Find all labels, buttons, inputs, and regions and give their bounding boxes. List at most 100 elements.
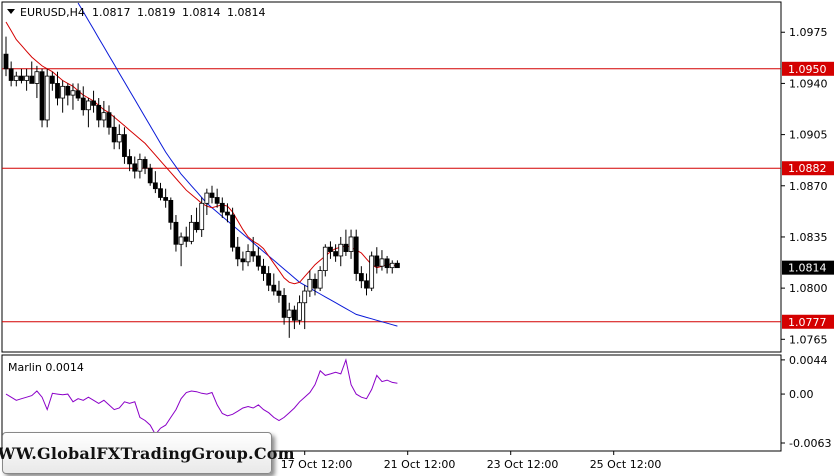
candle: [152, 171, 158, 194]
candle: [183, 226, 189, 248]
candle: [343, 229, 349, 256]
candle: [91, 90, 96, 113]
candle: [29, 61, 35, 84]
candle: [106, 105, 112, 135]
candle: [122, 127, 127, 164]
candle: [188, 215, 194, 245]
candle: [235, 236, 241, 267]
price-pane-frame: [1, 1, 782, 353]
candle: [86, 98, 91, 128]
candle: [194, 207, 199, 233]
time-tick-label: 17 Oct 12:00: [281, 458, 353, 471]
candle: [75, 83, 81, 101]
candle: [96, 98, 102, 128]
price-tick-label: 1.0905: [789, 129, 828, 142]
price-tick-label: 1.0800: [789, 282, 828, 295]
candle: [276, 280, 282, 303]
candle: [147, 163, 153, 186]
price-tick-label: 1.0975: [789, 26, 828, 39]
price-axis: 1.0975 1.0940 1.0905 1.0870 1.0835 1.0800 1.07…: [781, 26, 828, 346]
osc-tick-label: 0.0044: [789, 354, 828, 367]
candle: [291, 305, 297, 330]
candle: [261, 258, 266, 281]
watermark-text: WWW.GlobalFXTradingGroup.Com: [0, 443, 295, 463]
candle: [137, 153, 143, 179]
ma-slow-line: [77, 2, 398, 327]
svg-text:1.0777: 1.0777: [788, 316, 827, 329]
level-price-tag: 1.0777: [782, 314, 834, 329]
svg-text:1.0814: 1.0814: [788, 262, 827, 275]
candle: [158, 182, 163, 201]
candle: [379, 250, 385, 271]
candle: [271, 273, 277, 296]
ohlc-close: 1.0814: [227, 6, 266, 19]
collapse-triangle-icon[interactable]: [7, 9, 15, 14]
candle: [132, 156, 138, 179]
ohlc-low: 1.0814: [182, 6, 221, 19]
candle: [353, 229, 359, 281]
candle: [55, 71, 60, 106]
candle: [173, 215, 179, 252]
candle: [219, 197, 225, 218]
candle: [34, 65, 40, 99]
price-tick-label: 1.0940: [789, 77, 828, 90]
candle: [384, 255, 390, 274]
candle: [44, 68, 50, 128]
ohlc-open: 1.0817: [92, 6, 131, 19]
candle: [80, 86, 86, 116]
candle: [163, 188, 169, 208]
candle: [250, 236, 256, 262]
price-tick-label: 1.0835: [789, 231, 828, 244]
candle: [127, 149, 132, 172]
candle: [8, 61, 14, 87]
candle: [111, 115, 117, 150]
level-price-tag: 1.0882: [782, 161, 834, 176]
candle: [348, 229, 354, 259]
candle: [317, 266, 323, 292]
candle: [178, 232, 184, 267]
candle: [240, 251, 246, 271]
candle: [214, 188, 220, 208]
candle: [302, 285, 308, 330]
candle: [394, 260, 400, 269]
candlesticks: [3, 36, 400, 338]
marlin-line: [5, 358, 398, 436]
symbol-label: EURUSD,H4: [20, 6, 85, 19]
candle: [101, 100, 107, 128]
ohlc-high: 1.0819: [137, 6, 176, 19]
candle: [230, 207, 236, 252]
candle: [49, 71, 55, 91]
time-axis: 17 Oct 12:00 21 Oct 12:00 23 Oct 12:00 25 O…: [281, 451, 662, 471]
svg-text:1.0950: 1.0950: [788, 63, 827, 76]
time-tick-label: 25 Oct 12:00: [590, 458, 662, 471]
marlin-oscillator-line: [5, 358, 398, 436]
osc-tick-label: -0.0063: [789, 437, 831, 450]
price-tick-label: 1.0870: [789, 180, 828, 193]
candle: [19, 68, 24, 84]
candle: [24, 68, 30, 91]
time-tick-label: 23 Oct 12:00: [487, 458, 559, 471]
candle: [70, 83, 76, 110]
current-price-tag: 1.0814: [782, 260, 834, 275]
candle: [281, 288, 287, 325]
candle: [338, 236, 344, 267]
candle: [286, 302, 292, 338]
candle: [297, 295, 302, 325]
candle: [307, 270, 313, 297]
candle: [364, 273, 369, 296]
candle: [3, 36, 9, 77]
candle: [65, 83, 71, 106]
candle: [369, 251, 375, 292]
candle: [60, 80, 66, 113]
candle: [266, 266, 272, 292]
candle: [322, 244, 328, 277]
candle: [333, 244, 339, 262]
price-levels: [2, 68, 781, 323]
candle: [255, 247, 261, 271]
svg-text:1.0882: 1.0882: [788, 162, 827, 175]
price-tick-label: 1.0765: [789, 333, 828, 346]
watermark-logo: WWW.GlobalFXTradingGroup.Com: [0, 432, 295, 474]
candle: [225, 203, 230, 223]
candle: [358, 266, 364, 289]
